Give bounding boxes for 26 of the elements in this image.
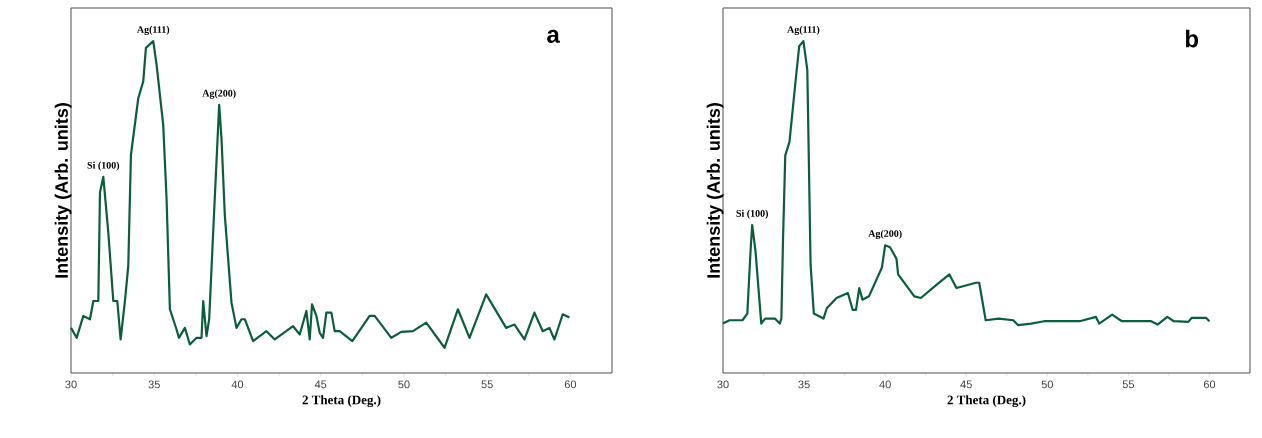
x-tick-label: 45: [960, 380, 972, 389]
x-axis-title: 2 Theta (Deg.): [947, 395, 1026, 408]
x-tick-label: 60: [564, 380, 577, 389]
annotation: Ag(111): [787, 25, 820, 35]
annotation: Si (100): [87, 161, 120, 171]
x-tick-label: 50: [1041, 380, 1053, 389]
y-axis-title: Intensity (Arb. units): [706, 103, 724, 278]
y-axis-title: Intensity (Arb. units): [54, 103, 72, 278]
x-tick-label: 60: [1203, 380, 1216, 389]
x-tick-label: 45: [314, 380, 327, 389]
x-axis-title: 2 Theta (Deg.): [302, 395, 381, 408]
annotation: Si (100): [736, 209, 768, 219]
x-tick-label: 40: [879, 380, 891, 389]
x-tick-label: 50: [398, 380, 410, 389]
x-tick-label: 55: [481, 380, 493, 389]
x-tick-label: 30: [65, 380, 77, 389]
annotation: Ag(111): [136, 25, 170, 35]
x-tick-label: 35: [148, 380, 160, 389]
x-tick-label: 30: [717, 380, 729, 389]
chart-title: b: [1185, 29, 1199, 48]
x-tick-label: 40: [231, 380, 244, 389]
annotation: Ag(200): [202, 89, 236, 99]
x-tick-label: 35: [798, 380, 810, 389]
x-tick-label: 55: [1122, 380, 1135, 389]
annotation: Ag(200): [868, 229, 902, 240]
chart-title: a: [547, 29, 560, 43]
